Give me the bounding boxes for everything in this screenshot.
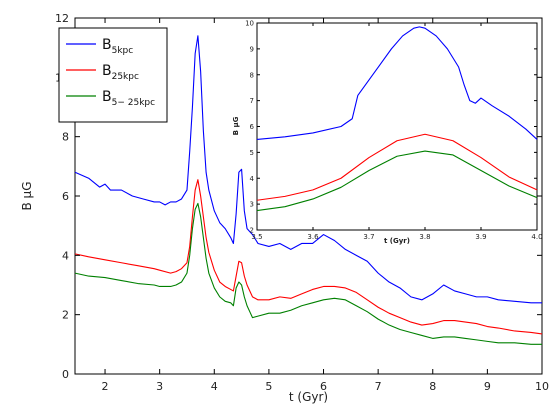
- main-x-tick-label-1: 3: [156, 380, 163, 393]
- inset-x-tick-label-3: 3.8: [419, 233, 430, 241]
- inset-y-tick-label-0: 2: [250, 227, 254, 235]
- main-y-tick-label-1: 2: [62, 309, 69, 322]
- legend-label-3-sub: 5− 25kpc: [112, 98, 156, 108]
- legend-label-2-main: B: [102, 63, 112, 79]
- inset-series-group: [256, 26, 538, 212]
- main-x-tick-label-8: 10: [535, 380, 549, 393]
- legend-label-1-sub: 5kpc: [112, 46, 134, 56]
- inset-series-line-1: [256, 26, 538, 140]
- main-y-tick-label-0: 0: [62, 368, 69, 381]
- main-series-line-2: [74, 179, 543, 335]
- main-x-tick-label-5: 7: [375, 380, 382, 393]
- main-x-tick-label-2: 4: [211, 380, 218, 393]
- inset-y-axis-label: B μG: [232, 116, 240, 135]
- inset-x-tick-label-0: 3.5: [251, 233, 262, 241]
- legend-label-3-main: B: [102, 89, 112, 105]
- inset-y-tick-label-1: 3: [250, 201, 254, 209]
- legend-label-1: B5kpc: [102, 37, 133, 56]
- inset-y-tick-label-3: 5: [250, 149, 254, 157]
- inset-y-tick-label-6: 8: [250, 71, 254, 79]
- inset-x-axis-label: t (Gyr): [384, 237, 410, 245]
- main-x-tick-label-7: 9: [484, 380, 491, 393]
- legend-entry-1: B5kpc: [66, 37, 133, 56]
- inset-y-tick-label-7: 9: [250, 45, 254, 53]
- main-y-tick-label-3: 6: [62, 190, 69, 203]
- main-x-tick-label-4: 6: [320, 380, 327, 393]
- main-y-tick-label-4: 8: [62, 131, 69, 144]
- main-x-tick-label-3: 5: [265, 380, 272, 393]
- legend-entry-3: B5− 25kpc: [66, 89, 155, 108]
- main-x-axis-label: t (Gyr): [289, 390, 328, 404]
- inset-series-line-3: [256, 150, 538, 212]
- main-series-line-1: [74, 35, 542, 304]
- legend: B5kpc B25kpc B5− 25kpc: [58, 27, 168, 123]
- main-series-line-3: [74, 202, 542, 345]
- inset-chart: 3.5 3.6 3.7 3.8 3.9 4.0 2 3 4 5 6 7 8 9 10 t (Gyr) B μ…: [232, 20, 543, 246]
- inset-x-tick-label-1: 3.6: [307, 233, 319, 241]
- legend-label-2-sub: 25kpc: [112, 72, 139, 82]
- legend-label-3: B5− 25kpc: [102, 89, 155, 108]
- inset-x-tick-label-4: 3.9: [475, 233, 486, 241]
- inset-axis-ticks: 3.5 3.6 3.7 3.8 3.9 4.0 2 3 4 5 6 7 8 9 10: [245, 20, 542, 242]
- legend-label-2: B25kpc: [102, 63, 139, 82]
- main-y-tick-label-6: 12: [55, 12, 69, 25]
- inset-y-tick-label-8: 10: [245, 20, 254, 28]
- inset-x-tick-label-5: 4.0: [531, 233, 542, 241]
- legend-entry-2: B25kpc: [66, 63, 139, 82]
- main-x-tick-label-0: 2: [102, 380, 109, 393]
- legend-label-1-main: B: [102, 37, 112, 53]
- main-y-tick-label-2: 4: [62, 249, 69, 262]
- main-series-group: [74, 35, 543, 345]
- main-x-tick-label-6: 8: [429, 380, 436, 393]
- inset-x-tick-label-2: 3.7: [363, 233, 374, 241]
- inset-y-tick-label-2: 4: [250, 175, 255, 183]
- inset-y-tick-label-4: 6: [250, 123, 255, 131]
- main-y-axis-label: B μG: [20, 182, 34, 211]
- inset-y-tick-label-5: 7: [250, 97, 254, 105]
- inset-series-line-2: [256, 133, 538, 201]
- inset-plot-area: [256, 22, 538, 231]
